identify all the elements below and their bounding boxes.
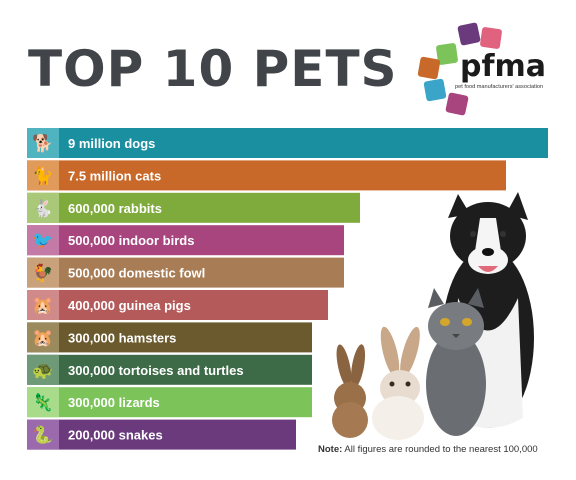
- hamster-icon: 🐹: [32, 328, 53, 347]
- bar-snakes: [27, 419, 296, 450]
- bar-hamsters: [27, 322, 312, 353]
- bar-tortoises-and-turtles: [27, 354, 312, 385]
- dog-icon-tile: [27, 128, 59, 158]
- bar-label: 400,000 guinea pigs: [68, 298, 191, 313]
- fowl-icon-tile: [27, 257, 59, 288]
- guinea-pig-icon: 🐹: [32, 296, 53, 315]
- note-label: Note:: [318, 444, 343, 455]
- bar-dogs: [27, 128, 548, 158]
- fowl-icon: 🐓: [32, 263, 53, 283]
- rabbit-icon: 🐇: [32, 198, 53, 218]
- bar-label: 9 million dogs: [68, 136, 155, 151]
- dog-icon: 🐕: [32, 133, 53, 153]
- bar-lizards: [27, 387, 312, 418]
- guinea-pig-icon-tile: [27, 290, 59, 320]
- snake-icon: 🐍: [32, 425, 53, 445]
- bar-rabbits: [27, 192, 360, 223]
- rabbit-icon-tile: [27, 192, 59, 223]
- bar-label: 300,000 lizards: [68, 395, 160, 410]
- pfma-logo: pfma pet food manufacturers' association: [415, 20, 565, 120]
- cat-figure: [426, 288, 486, 436]
- logo-subtitle: pet food manufacturers' association: [455, 84, 544, 90]
- note-text: All figures are rounded to the nearest 1…: [344, 444, 538, 455]
- cat-icon-tile: [27, 160, 59, 191]
- hamster-icon-tile: [27, 322, 59, 353]
- footnote: Note: All figures are rounded to the nea…: [318, 444, 538, 455]
- cat-icon: 🐈: [32, 165, 53, 185]
- bar-label: 200,000 snakes: [68, 428, 163, 443]
- page-title: TOP 10 PETS: [28, 40, 398, 98]
- bar-guinea-pigs: [27, 290, 328, 320]
- bar-label: 500,000 domestic fowl: [68, 266, 205, 281]
- bar-label: 7.5 million cats: [68, 168, 161, 183]
- pets-photo: [332, 192, 534, 440]
- bird-icon: 🐦: [32, 231, 53, 250]
- rabbit-figures: [332, 326, 424, 440]
- lizard-icon-tile: [27, 387, 59, 418]
- bar-cats: [27, 160, 506, 191]
- tortoise-icon: 🐢: [32, 361, 53, 380]
- bar-label: 600,000 rabbits: [68, 201, 162, 216]
- bird-icon-tile: [27, 225, 59, 256]
- logo-wordmark: pfma: [460, 49, 547, 84]
- dog-figure: [442, 192, 534, 428]
- bar-domestic-fowl: [27, 257, 344, 288]
- snake-icon-tile: [27, 419, 59, 450]
- tortoise-icon-tile: [27, 354, 59, 385]
- bar-label: 500,000 indoor birds: [68, 233, 194, 248]
- bar-label: 300,000 tortoises and turtles: [68, 363, 244, 378]
- bar-label: 300,000 hamsters: [68, 330, 176, 345]
- bar-indoor-birds: [27, 225, 344, 256]
- lizard-icon: 🦎: [32, 392, 53, 412]
